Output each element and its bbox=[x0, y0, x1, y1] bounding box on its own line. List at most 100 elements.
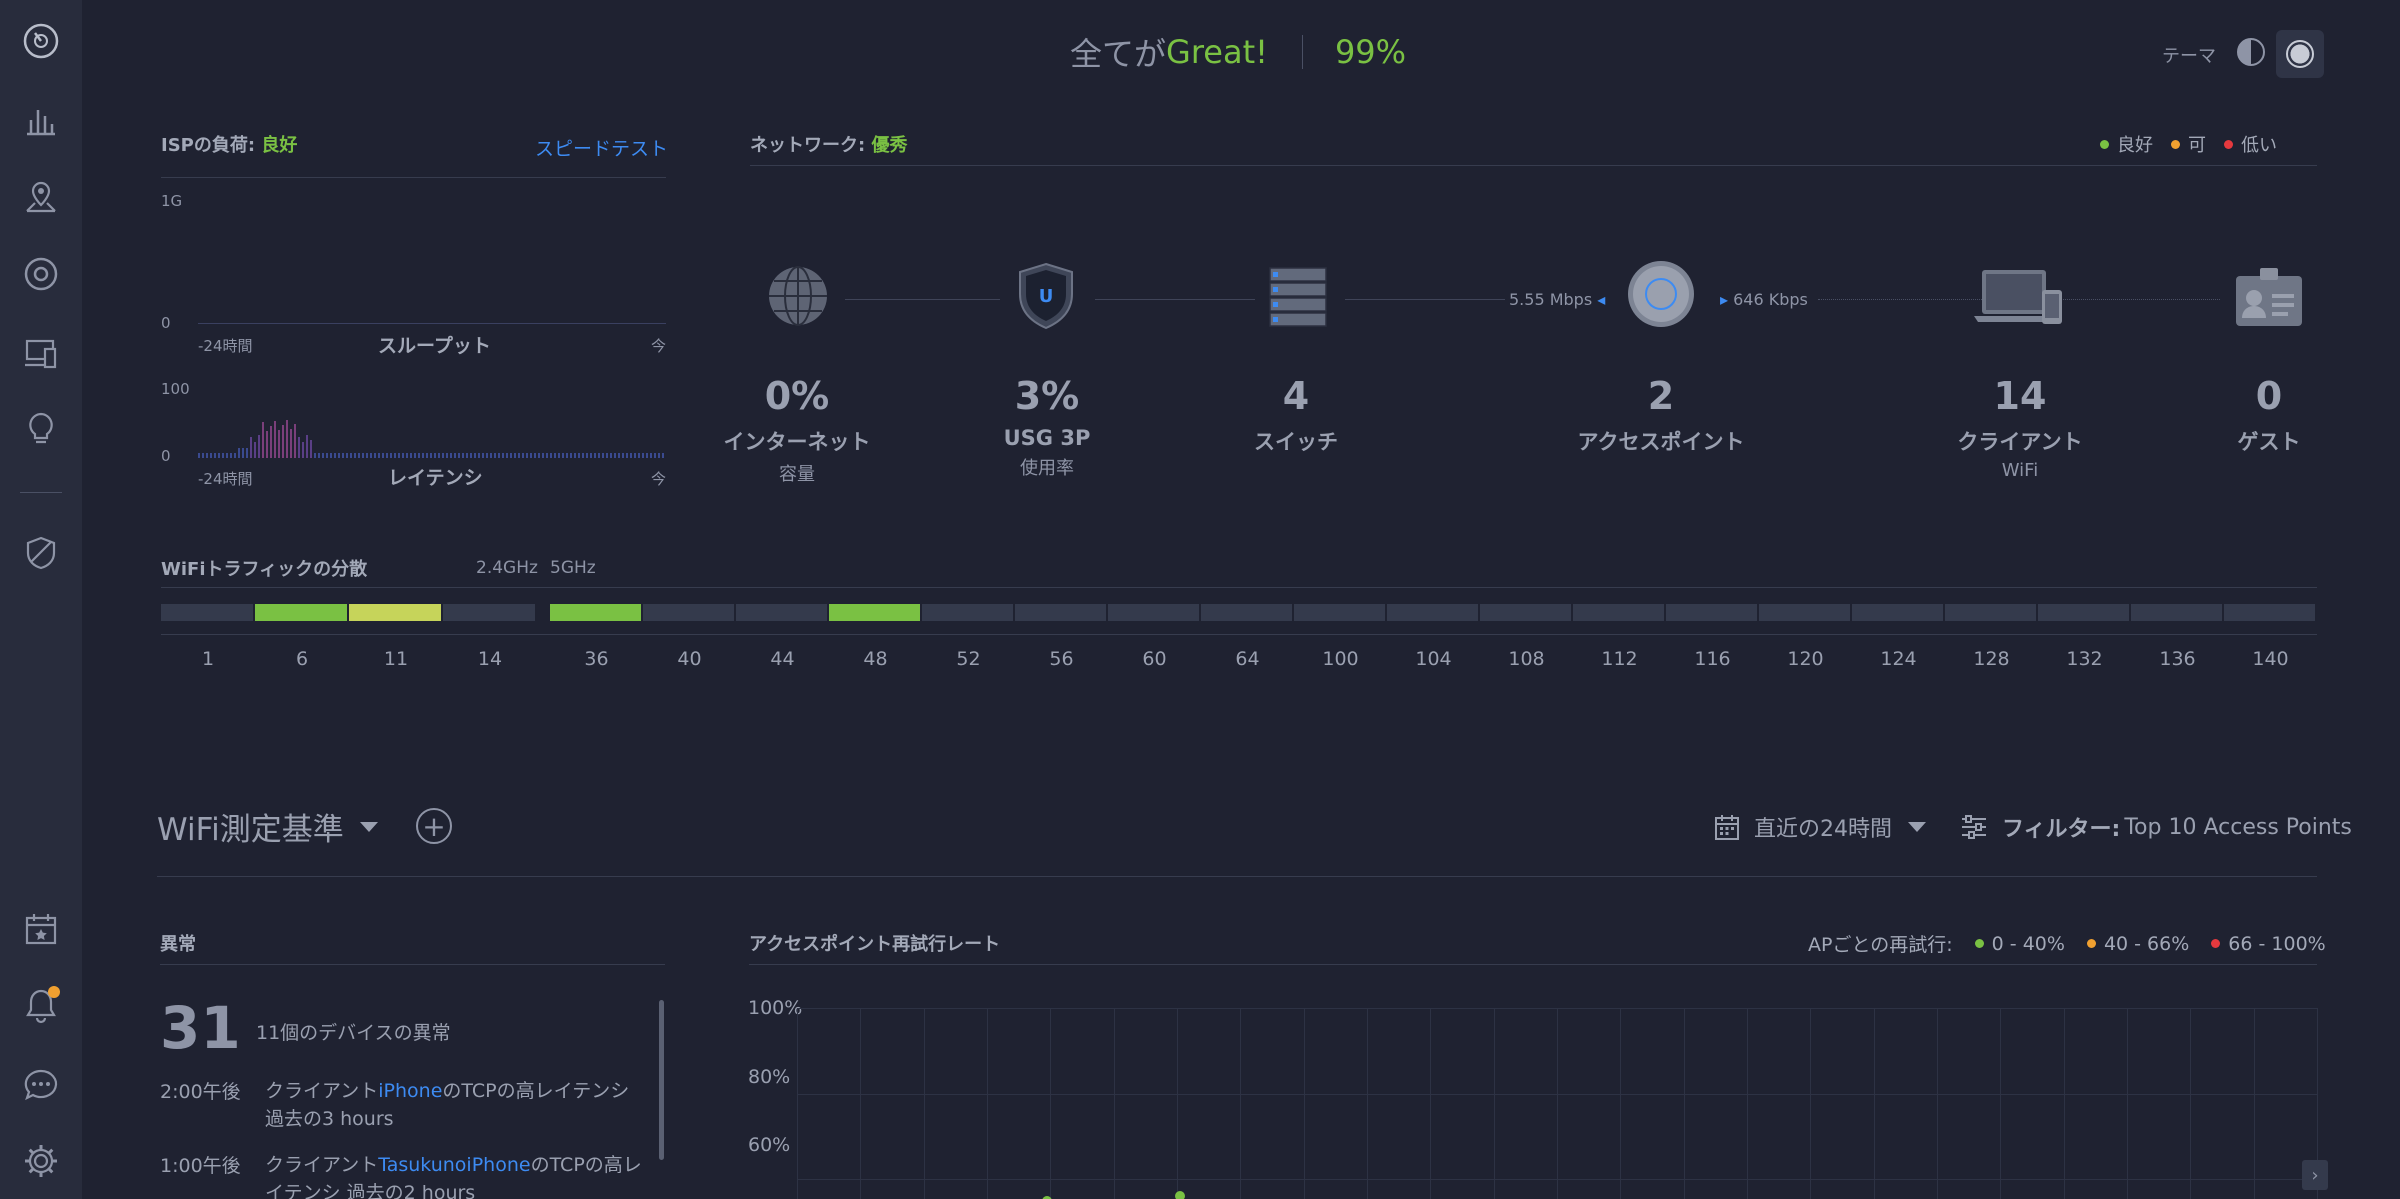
channel-label: 100 bbox=[1322, 648, 1359, 670]
ap-uplink-speed: ▸ 646 Kbps bbox=[1720, 290, 1808, 309]
event-device-link[interactable]: TasukunoiPhone bbox=[378, 1154, 531, 1176]
channel-bar-5-120[interactable] bbox=[1759, 604, 1850, 621]
time-range-select[interactable]: 直近の24時間 bbox=[1714, 811, 1926, 843]
channel-bar-5-124[interactable] bbox=[1852, 604, 1943, 621]
metric-label: スイッチ bbox=[1254, 430, 1338, 454]
events-calendar-icon[interactable] bbox=[18, 906, 64, 952]
speedtest-link[interactable]: スピードテスト bbox=[535, 138, 669, 160]
grid-line-vertical bbox=[1493, 1008, 1495, 1199]
channel-label: 124 bbox=[1880, 648, 1917, 670]
retry-data-point[interactable] bbox=[1041, 1195, 1052, 1199]
event-device-link[interactable]: iPhone bbox=[378, 1080, 443, 1102]
latency-bar bbox=[334, 453, 336, 458]
latency-bar bbox=[222, 453, 224, 458]
channel-bar-5-36[interactable] bbox=[550, 604, 641, 621]
chart-next-button[interactable]: › bbox=[2302, 1160, 2328, 1190]
channel-bar-5-116[interactable] bbox=[1666, 604, 1757, 621]
throughput-y-min: 0 bbox=[161, 314, 171, 332]
calendar-icon bbox=[1715, 815, 1739, 840]
channel-bar-24-11[interactable] bbox=[349, 604, 441, 621]
channel-bar-5-56[interactable] bbox=[1015, 604, 1106, 621]
latency-bar bbox=[438, 453, 440, 458]
retry-data-point[interactable] bbox=[1174, 1191, 1185, 1199]
channel-bar-5-132[interactable] bbox=[2038, 604, 2129, 621]
internet-globe-icon[interactable] bbox=[766, 264, 830, 328]
latency-bar bbox=[506, 453, 508, 458]
wifi-clients-icon[interactable] bbox=[1972, 268, 2068, 326]
metric-access-points: 2 アクセスポイント bbox=[1578, 374, 1745, 456]
grid-line-vertical bbox=[987, 1008, 988, 1199]
filter-label: フィルター: bbox=[2002, 817, 2121, 842]
insights-icon[interactable] bbox=[18, 405, 64, 451]
latency-bar bbox=[606, 453, 608, 458]
retry-legend-high: 66 - 100% bbox=[2228, 932, 2326, 955]
throughput-y-max: 1G bbox=[161, 192, 183, 210]
settings-gear-icon[interactable] bbox=[18, 1138, 64, 1184]
latency-bar bbox=[346, 453, 348, 458]
channel-bar-24-14[interactable] bbox=[443, 604, 535, 621]
usg-gateway-icon[interactable]: U bbox=[1016, 262, 1076, 330]
metric-switches: 4 スイッチ bbox=[1254, 374, 1338, 456]
throughput-x-start: -24時間 bbox=[198, 337, 253, 355]
theme-auto-icon[interactable] bbox=[2237, 38, 2265, 66]
threat-shield-icon[interactable] bbox=[18, 530, 64, 576]
anomalies-title: 異常 bbox=[160, 934, 196, 955]
latency-bar bbox=[238, 448, 240, 458]
channel-bar-5-140[interactable] bbox=[2224, 604, 2315, 621]
add-widget-button[interactable]: + bbox=[416, 808, 452, 844]
latency-bar bbox=[610, 453, 612, 458]
latency-bar bbox=[422, 453, 424, 458]
wifi-metrics-title: WiFi測定基準 bbox=[157, 812, 344, 848]
wifi-metrics-selector[interactable]: WiFi測定基準 bbox=[157, 804, 378, 849]
channel-bar-24-6[interactable] bbox=[255, 604, 347, 621]
channel-bar-5-44[interactable] bbox=[736, 604, 827, 621]
map-icon[interactable] bbox=[18, 174, 64, 220]
metric-sublabel: 使用率 bbox=[1019, 458, 1074, 479]
metric-value: 14 bbox=[1993, 374, 2047, 418]
chevron-down-icon[interactable] bbox=[359, 821, 378, 832]
clients-icon[interactable] bbox=[18, 330, 64, 376]
channel-bar-24-1[interactable] bbox=[161, 604, 253, 621]
alerts-bell-icon[interactable] bbox=[18, 982, 64, 1028]
channel-bar-5-128[interactable] bbox=[1945, 604, 2036, 621]
theme-dark-icon[interactable] bbox=[2286, 40, 2314, 68]
latency-bar bbox=[426, 453, 428, 458]
channel-bar-5-112[interactable] bbox=[1573, 604, 1664, 621]
latency-bar bbox=[278, 430, 280, 458]
latency-bar bbox=[254, 442, 256, 458]
grid-line-vertical bbox=[2190, 1008, 2192, 1199]
channel-bar-5-40[interactable] bbox=[643, 604, 734, 621]
access-point-icon[interactable] bbox=[1626, 259, 1696, 329]
latency-bar bbox=[274, 421, 276, 458]
latency-bar bbox=[450, 453, 452, 458]
channel-bar-5-52[interactable] bbox=[922, 604, 1013, 621]
channel-bar-5-104[interactable] bbox=[1387, 604, 1478, 621]
dashboard-icon[interactable] bbox=[18, 18, 64, 64]
network-legend: 良好 可 低い bbox=[2082, 131, 2277, 157]
latency-bar bbox=[262, 422, 264, 458]
devices-icon[interactable] bbox=[18, 251, 64, 297]
chat-icon[interactable] bbox=[18, 1062, 64, 1108]
channel-bar-5-64[interactable] bbox=[1201, 604, 1292, 621]
switch-stack-icon[interactable] bbox=[1268, 266, 1328, 330]
channel-bar-5-108[interactable] bbox=[1480, 604, 1571, 621]
metric-label: USG 3P bbox=[1003, 426, 1091, 450]
latency-bar bbox=[210, 453, 212, 458]
latency-bar bbox=[218, 453, 220, 458]
chevron-down-icon[interactable] bbox=[1908, 822, 1926, 832]
channel-bar-5-136[interactable] bbox=[2131, 604, 2222, 621]
statistics-icon[interactable] bbox=[18, 97, 64, 143]
channel-bar-5-100[interactable] bbox=[1294, 604, 1385, 621]
ap-filter[interactable]: フィルター: Top 10 Access Points bbox=[1960, 811, 2352, 843]
sidebar bbox=[0, 0, 82, 1199]
channel-bar-5-60[interactable] bbox=[1108, 604, 1199, 621]
status-divider bbox=[1301, 35, 1303, 69]
metric-label: クライアント bbox=[1957, 430, 2083, 454]
time-range-value: 直近の24時間 bbox=[1754, 817, 1892, 842]
latency-bar bbox=[226, 453, 228, 458]
grid-line-vertical bbox=[1177, 1008, 1178, 1199]
guest-badge-icon[interactable] bbox=[2234, 266, 2304, 328]
channel-bar-5-48[interactable] bbox=[829, 604, 920, 621]
anomalies-scrollbar[interactable] bbox=[659, 1000, 664, 1160]
latency-bar bbox=[406, 453, 408, 458]
